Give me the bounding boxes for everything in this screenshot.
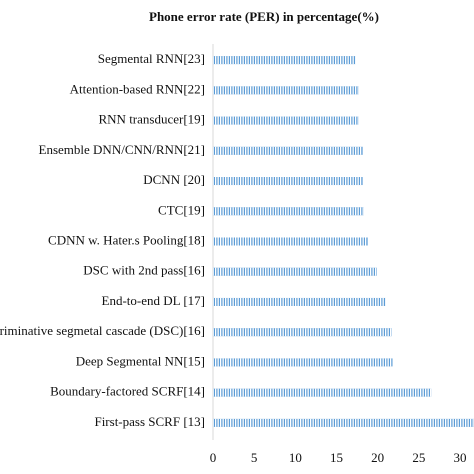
- y-tick-label: End-to-end DL [17]: [102, 293, 206, 308]
- y-tick-label: CDNN w. Hater.s Pooling[18]: [48, 232, 205, 247]
- bars: [213, 56, 474, 427]
- y-tick-label: First-pass SCRF [13]: [94, 414, 205, 429]
- bar: [213, 116, 359, 125]
- y-tick-label: RNN transducer[19]: [99, 112, 206, 127]
- x-tick-label: 5: [251, 450, 258, 465]
- bar: [213, 267, 377, 276]
- y-tick-label: Deep Segmental NN[15]: [76, 353, 205, 368]
- bar: [213, 237, 368, 246]
- y-tick-label: CTC[19]: [158, 202, 205, 217]
- y-tick-label: DSC with 2nd pass[16]: [83, 263, 205, 278]
- bar: [213, 146, 363, 155]
- y-tick-label: DCNN [20]: [143, 172, 205, 187]
- bar: [213, 358, 393, 367]
- x-tick-label: 0: [210, 450, 217, 465]
- bar: [213, 297, 386, 306]
- y-tick-label: Boundary-factored SCRF[14]: [50, 384, 205, 399]
- y-tick-label: Discriminative segmetal cascade (DSC)[16…: [0, 323, 205, 338]
- x-tick-label: 25: [412, 450, 425, 465]
- x-tick-label: 15: [330, 450, 343, 465]
- bar: [213, 328, 392, 337]
- x-tick-label: 20: [371, 450, 384, 465]
- bar: [213, 388, 432, 397]
- y-tick-label: Segmental RNN[23]: [98, 51, 205, 66]
- x-tick-label: 30: [454, 450, 467, 465]
- y-tick-label: Attention-based RNN[22]: [70, 81, 205, 96]
- chart-title: Phone error rate (PER) in percentage(%): [149, 9, 379, 24]
- bar: [213, 177, 363, 186]
- bar: [213, 56, 356, 65]
- bar: [213, 418, 474, 427]
- y-tick-label: Ensemble DNN/CNN/RNN[21]: [39, 142, 205, 157]
- x-tick-label: 10: [289, 450, 302, 465]
- bar: [213, 207, 364, 216]
- bar: [213, 86, 359, 95]
